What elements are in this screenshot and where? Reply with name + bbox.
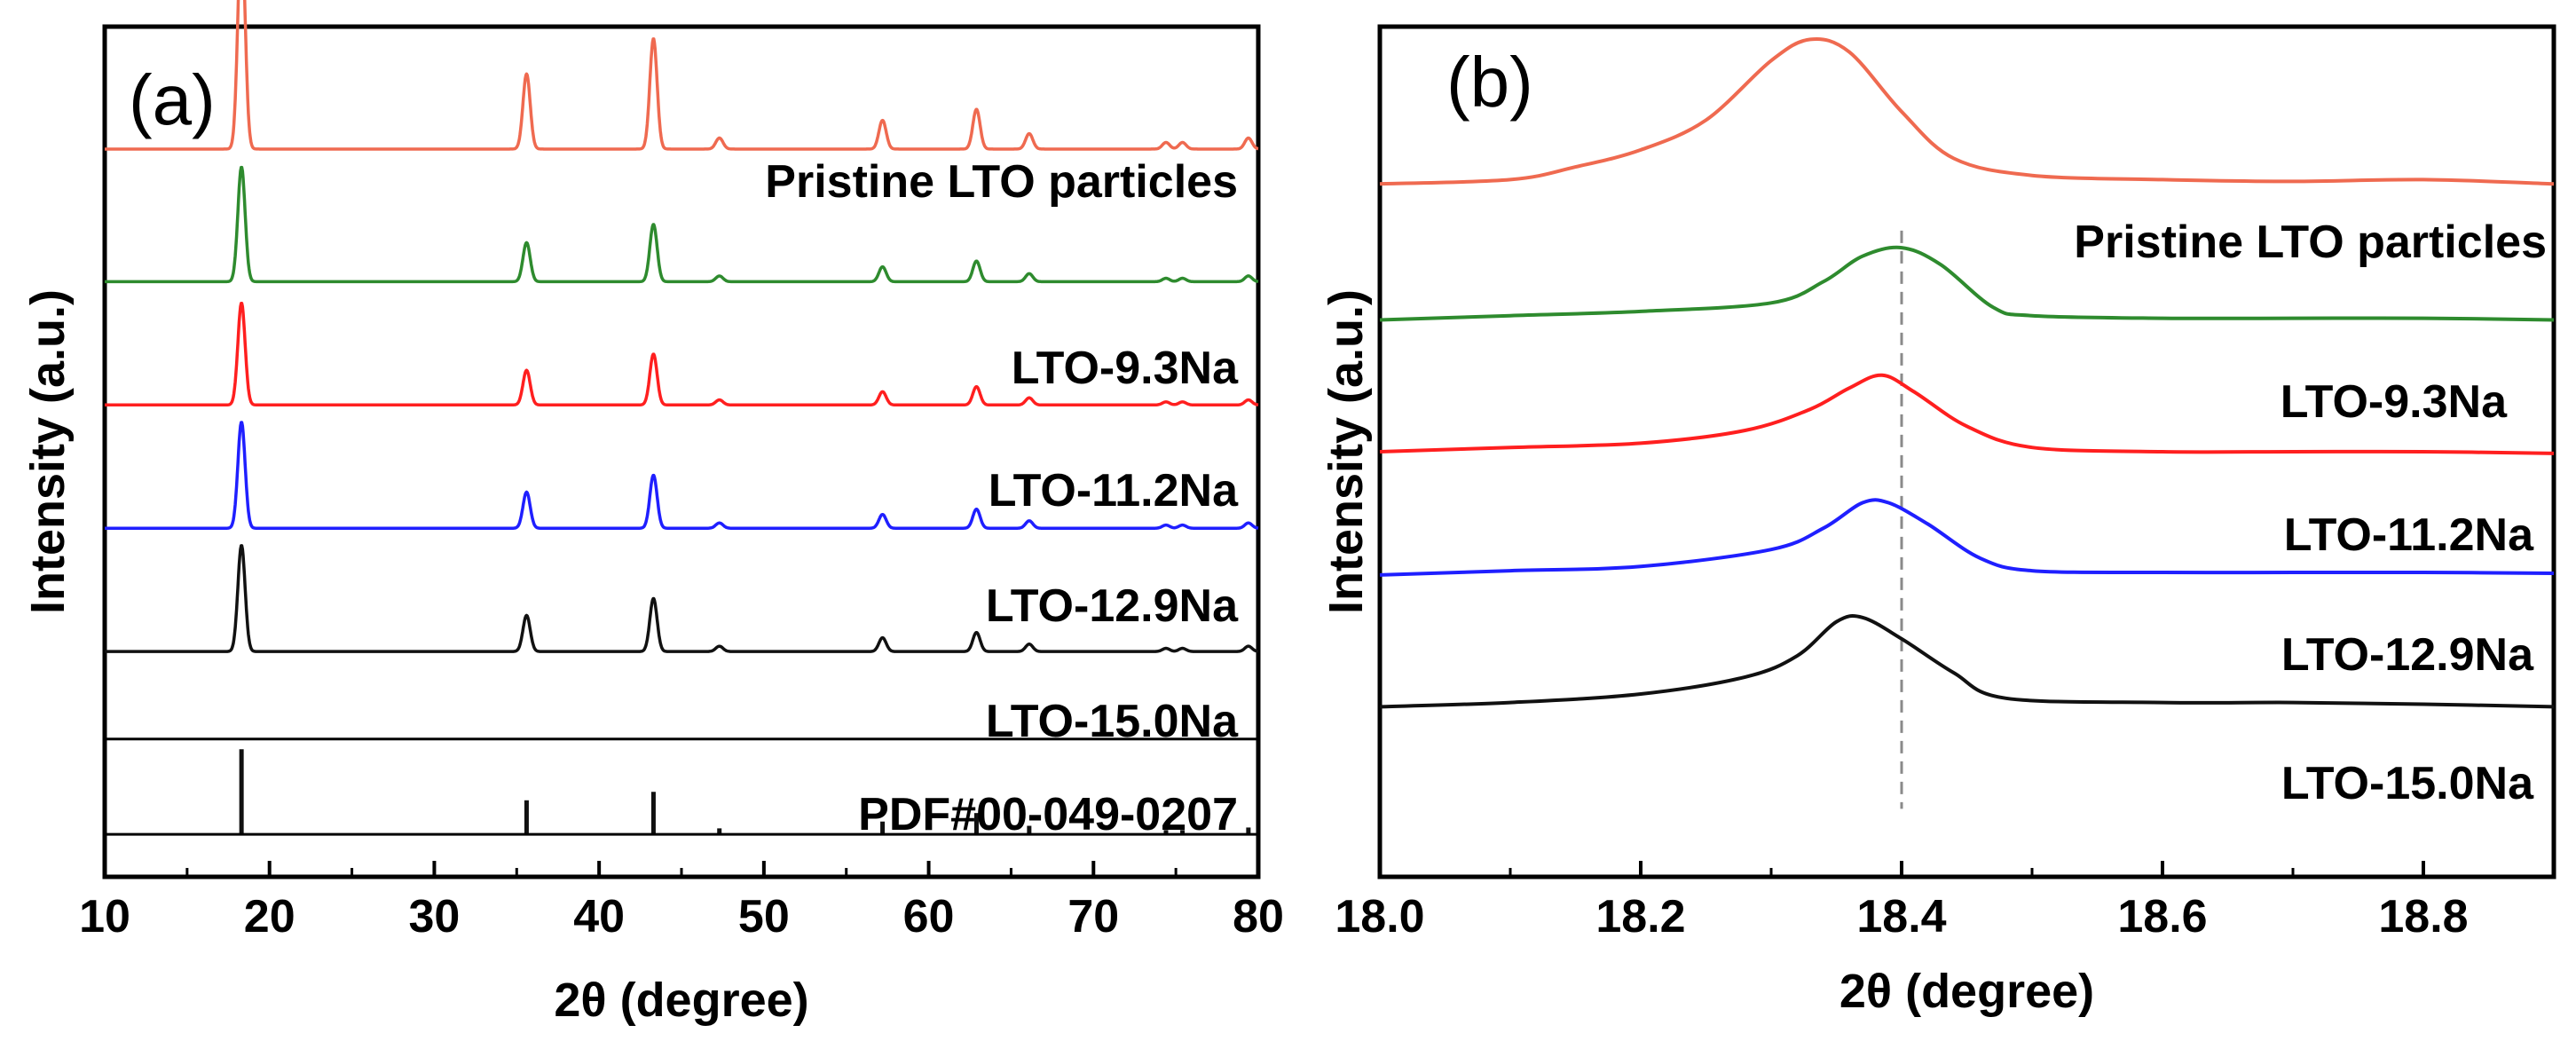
panel-a-x-tick-label: 10 xyxy=(79,891,130,942)
panel-a-series-label: LTO-12.9Na xyxy=(986,580,1239,632)
panel-b-series-group xyxy=(1379,37,2555,709)
panel-b-series-label: Pristine LTO particles xyxy=(2074,217,2547,268)
panel-a-series-line-lto-9-3na xyxy=(103,165,1260,284)
panel-b-x-tick-label: 18.4 xyxy=(1856,891,1946,942)
panel-b-label: (b) xyxy=(1446,43,1533,122)
panel-a-x-tick-label: 30 xyxy=(409,891,461,942)
panel-b-series-line-lto-12-9na xyxy=(1379,498,2555,577)
panel-b-series-line-lto-15-0na xyxy=(1379,614,2555,709)
panel-a-series-line-lto-11-2na xyxy=(103,302,1260,407)
panel-b-xrd-zoom: (b) 2θ (degree) Intensity (a.u.) 18.0 18.… xyxy=(1320,24,2556,1018)
panel-b-series-line-pristine-lto-particles xyxy=(1379,37,2555,186)
panel-a-series-line-lto-12-9na xyxy=(103,421,1260,530)
panel-a-x-tick-label: 80 xyxy=(1233,891,1284,942)
panel-b-series-label: LTO-11.2Na xyxy=(2284,509,2534,561)
panel-b-series-line-lto-11-2na xyxy=(1379,373,2555,455)
panel-a-y-axis-title: Intensity (a.u.) xyxy=(21,289,75,614)
panel-a-reference-pattern xyxy=(105,737,1258,836)
panel-a-series-label: LTO-15.0Na xyxy=(986,696,1239,747)
panel-a-reference-label: PDF#00-049-0207 xyxy=(858,789,1238,840)
panel-a-x-axis-title: 2θ (degree) xyxy=(554,974,808,1027)
panel-a-x-tick-label: 60 xyxy=(903,891,955,942)
panel-b-x-tick-label: 18.6 xyxy=(2117,891,2207,942)
panel-b-series-label: LTO-9.3Na xyxy=(2281,376,2508,428)
panel-a-xrd-full-range: (a) 2θ (degree) Intensity (a.u.) 10 20 30 4… xyxy=(21,0,1284,1027)
panel-a-series-label: LTO-11.2Na xyxy=(989,465,1239,517)
panel-a-x-tick-label: 50 xyxy=(738,891,790,942)
panel-b-x-ticks: 18.0 18.2 18.4 18.6 18.8 xyxy=(1335,861,2469,942)
panel-b-series-labels: Pristine LTO particles LTO-9.3Na LTO-11.2N… xyxy=(2074,217,2547,809)
panel-b-y-axis-title: Intensity (a.u.) xyxy=(1320,289,1373,614)
panel-a-series-group xyxy=(103,0,1260,653)
panel-b-x-tick-label: 18.0 xyxy=(1335,891,1424,942)
panel-a-series-line-pristine-lto-particles xyxy=(103,0,1260,151)
panel-b-x-axis-title: 2θ (degree) xyxy=(1839,965,2094,1018)
panel-b-x-tick-label: 18.8 xyxy=(2378,891,2468,942)
panel-a-x-tick-label: 20 xyxy=(244,891,295,942)
panel-a-x-tick-label: 40 xyxy=(573,891,625,942)
panel-a-series-labels: Pristine LTO particles LTO-9.3Na LTO-11.2N… xyxy=(765,156,1239,840)
panel-a-x-tick-label: 70 xyxy=(1067,891,1119,942)
panel-a-label: (a) xyxy=(129,60,216,139)
panel-a-series-label: Pristine LTO particles xyxy=(765,156,1238,208)
panel-a-x-ticks: 10 20 30 40 50 60 70 80 xyxy=(79,861,1284,942)
panel-b-series-label: LTO-15.0Na xyxy=(2281,758,2534,809)
panel-a-series-label: LTO-9.3Na xyxy=(1012,343,1239,394)
panel-b-series-label: LTO-12.9Na xyxy=(2281,629,2534,681)
panel-b-series-line-lto-9-3na xyxy=(1379,245,2555,322)
panel-a-plot-frame xyxy=(102,24,1261,879)
panel-a-series-line-lto-15-0na xyxy=(103,544,1260,653)
panel-b-x-tick-label: 18.2 xyxy=(1595,891,1685,942)
